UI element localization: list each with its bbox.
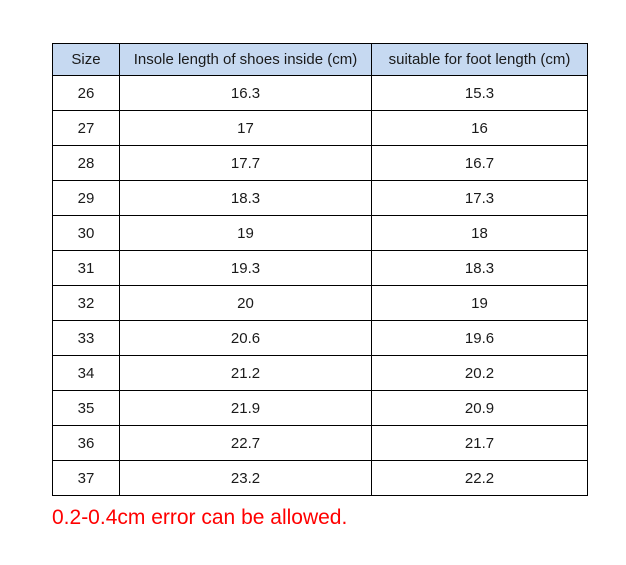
table-row: 31 19.3 18.3 (52, 250, 588, 286)
cell-foot-length: 15.3 (371, 75, 588, 111)
cell-foot-length: 20.9 (371, 390, 588, 426)
table-row: 27 17 16 (52, 110, 588, 146)
cell-foot-length: 19 (371, 285, 588, 321)
cell-foot-length: 20.2 (371, 355, 588, 391)
cell-foot-length: 16.7 (371, 145, 588, 181)
table-row: 32 20 19 (52, 285, 588, 321)
cell-size: 34 (52, 355, 120, 391)
error-tolerance-note: 0.2-0.4cm error can be allowed. (52, 506, 348, 529)
cell-size: 26 (52, 75, 120, 111)
cell-foot-length: 18.3 (371, 250, 588, 286)
table-row: 35 21.9 20.9 (52, 390, 588, 426)
cell-insole-length: 17.7 (119, 145, 372, 181)
cell-size: 33 (52, 320, 120, 356)
cell-size: 36 (52, 425, 120, 461)
cell-foot-length: 22.2 (371, 460, 588, 496)
cell-size: 31 (52, 250, 120, 286)
table-row: 34 21.2 20.2 (52, 355, 588, 391)
cell-size: 37 (52, 460, 120, 496)
cell-insole-length: 18.3 (119, 180, 372, 216)
cell-foot-length: 16 (371, 110, 588, 146)
cell-size: 30 (52, 215, 120, 251)
cell-size: 29 (52, 180, 120, 216)
table-row: 30 19 18 (52, 215, 588, 251)
size-chart-table: Size Insole length of shoes inside (cm) … (52, 43, 588, 496)
cell-insole-length: 19.3 (119, 250, 372, 286)
cell-insole-length: 21.9 (119, 390, 372, 426)
cell-foot-length: 17.3 (371, 180, 588, 216)
cell-insole-length: 19 (119, 215, 372, 251)
cell-insole-length: 16.3 (119, 75, 372, 111)
table-row: 28 17.7 16.7 (52, 145, 588, 181)
table-row: 33 20.6 19.6 (52, 320, 588, 356)
cell-insole-length: 20.6 (119, 320, 372, 356)
cell-size: 28 (52, 145, 120, 181)
cell-insole-length: 20 (119, 285, 372, 321)
table-body: 26 16.3 15.3 27 17 16 28 17.7 16.7 29 18.3 17.3 30 19… (52, 75, 588, 496)
cell-insole-length: 23.2 (119, 460, 372, 496)
header-size: Size (52, 43, 120, 76)
cell-size: 32 (52, 285, 120, 321)
table-row: 36 22.7 21.7 (52, 425, 588, 461)
header-insole-length: Insole length of shoes inside (cm) (119, 43, 372, 76)
cell-insole-length: 17 (119, 110, 372, 146)
cell-foot-length: 19.6 (371, 320, 588, 356)
cell-insole-length: 21.2 (119, 355, 372, 391)
cell-size: 35 (52, 390, 120, 426)
header-foot-length: suitable for foot length (cm) (371, 43, 588, 76)
table-header-row: Size Insole length of shoes inside (cm) … (52, 43, 588, 76)
cell-foot-length: 18 (371, 215, 588, 251)
table-row: 26 16.3 15.3 (52, 75, 588, 111)
cell-size: 27 (52, 110, 120, 146)
cell-foot-length: 21.7 (371, 425, 588, 461)
table-row: 29 18.3 17.3 (52, 180, 588, 216)
table-row: 37 23.2 22.2 (52, 460, 588, 496)
cell-insole-length: 22.7 (119, 425, 372, 461)
